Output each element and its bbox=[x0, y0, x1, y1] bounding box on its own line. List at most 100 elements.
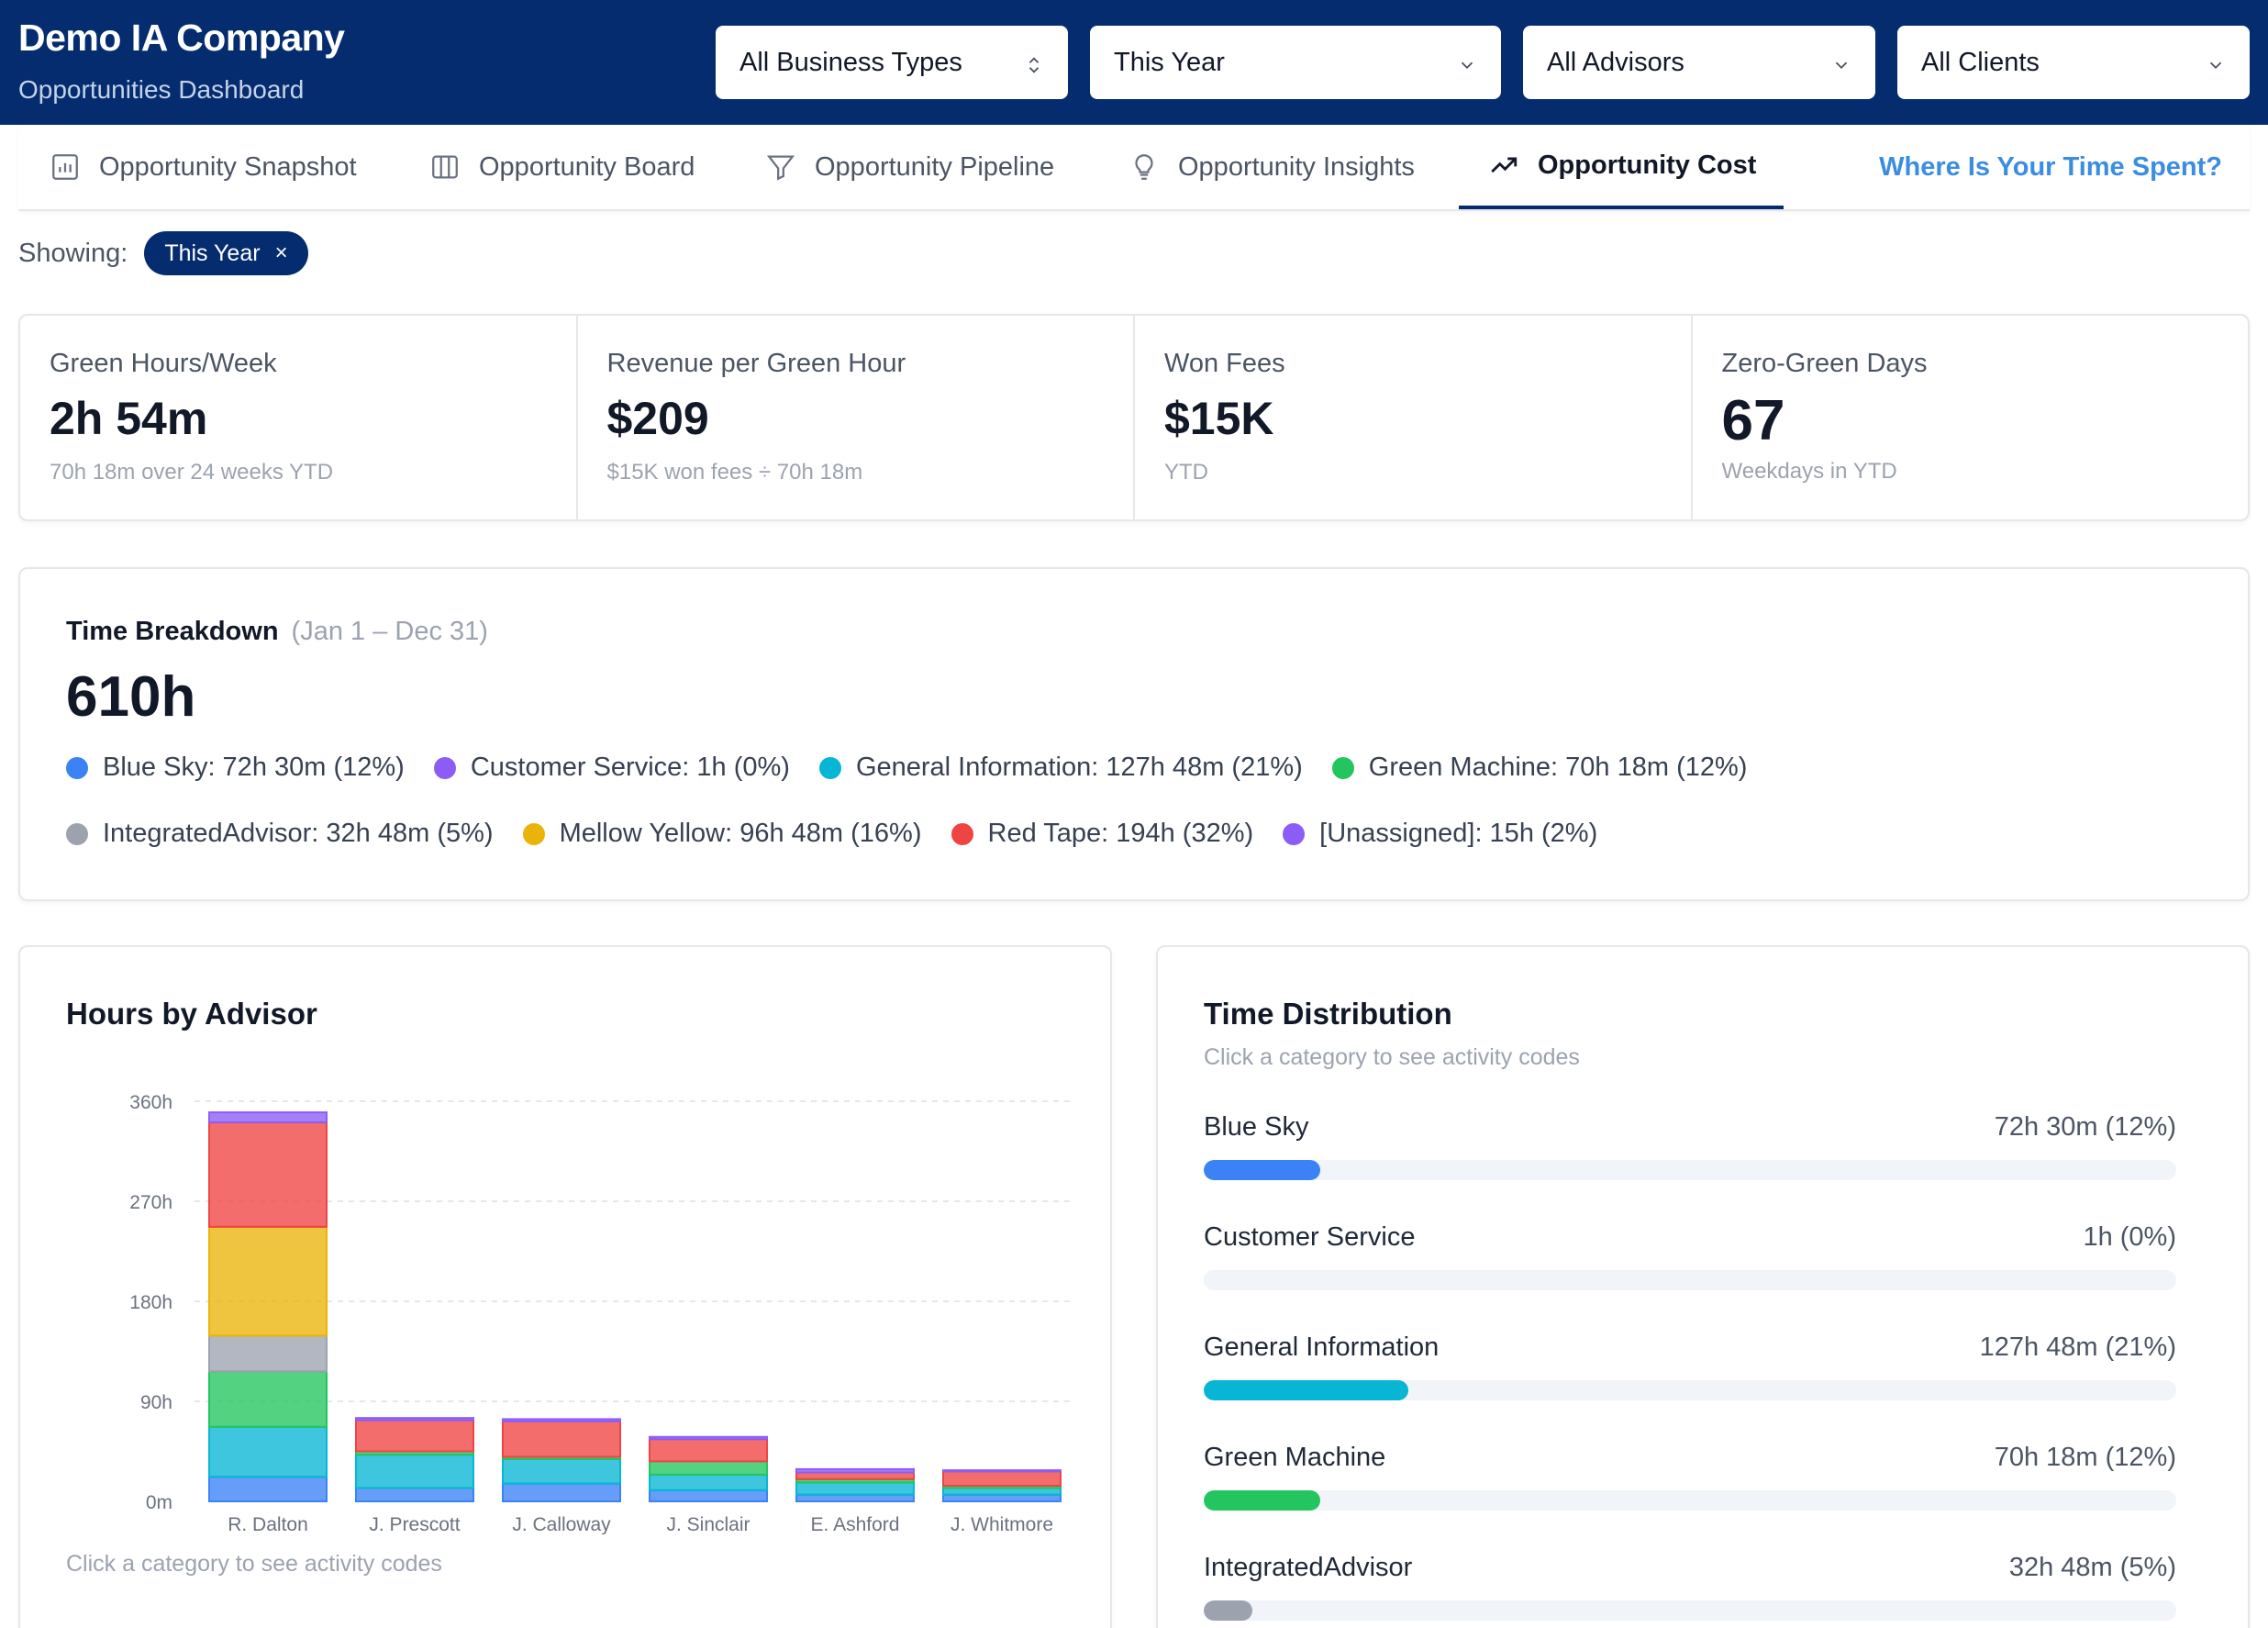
advisor-chart-hint: Click a category to see activity codes bbox=[66, 1551, 442, 1577]
bar-segment[interactable] bbox=[795, 1493, 915, 1503]
kpi-label: Won Fees bbox=[1164, 349, 1285, 378]
time-distribution-hint: Click a category to see activity codes bbox=[1204, 1044, 1580, 1070]
kpi-subtext: Weekdays in YTD bbox=[1721, 459, 1897, 484]
distribution-row[interactable]: Blue Sky 72h 30m (12%) bbox=[1204, 1112, 2176, 1186]
time-distribution-card: Time Distribution Click a category to se… bbox=[1156, 945, 2250, 1628]
bar-segment[interactable] bbox=[208, 1425, 328, 1478]
kpi-strip: Green Hours/Week 2h 54m 70h 18m over 24 … bbox=[18, 314, 2250, 521]
bar-segment[interactable] bbox=[942, 1470, 1062, 1488]
bar-segment[interactable] bbox=[649, 1438, 768, 1463]
bar-segment[interactable] bbox=[942, 1487, 1062, 1496]
chevron-down-icon bbox=[2206, 52, 2226, 72]
bar-segment[interactable] bbox=[502, 1482, 621, 1502]
tab-opportunity-cost[interactable]: Opportunity Cost bbox=[1459, 125, 1784, 209]
legend-dot bbox=[66, 756, 88, 779]
tab-label: Opportunity Insights bbox=[1178, 151, 1415, 182]
filter-chip-this-year[interactable]: This Year × bbox=[144, 231, 308, 275]
close-icon[interactable]: × bbox=[274, 240, 288, 265]
advisor-value: All Advisors bbox=[1547, 47, 1684, 77]
bar-segment[interactable] bbox=[649, 1489, 768, 1502]
chevron-down-icon bbox=[1831, 52, 1851, 72]
bar-segment[interactable] bbox=[649, 1435, 768, 1441]
bar-segment[interactable] bbox=[355, 1487, 474, 1503]
distribution-fill bbox=[1204, 1380, 1408, 1400]
bar-segment[interactable] bbox=[649, 1473, 768, 1491]
bar-segment[interactable] bbox=[208, 1111, 328, 1124]
distribution-label: Blue Sky bbox=[1204, 1112, 1309, 1142]
kpi-value: $15K bbox=[1164, 393, 1274, 444]
client-value: All Clients bbox=[1921, 47, 2040, 77]
legend-label: Blue Sky: 72h 30m (12%) bbox=[103, 753, 405, 782]
distribution-value: 32h 48m (5%) bbox=[2008, 1553, 2176, 1582]
legend-label: Red Tape: 194h (32%) bbox=[987, 819, 1254, 848]
kpi-subtext: YTD bbox=[1164, 460, 1208, 485]
x-tick-label: J. Prescott bbox=[369, 1514, 460, 1534]
legend-item[interactable]: Mellow Yellow: 96h 48m (16%) bbox=[522, 819, 922, 849]
distribution-label: Green Machine bbox=[1204, 1443, 1386, 1472]
advisor-select[interactable]: All Advisors bbox=[1523, 26, 1875, 99]
bar-segment[interactable] bbox=[355, 1417, 474, 1422]
bar-segment[interactable] bbox=[942, 1493, 1062, 1503]
distribution-row[interactable]: General Information 127h 48m (21%) bbox=[1204, 1333, 2176, 1406]
bar-segment[interactable] bbox=[795, 1467, 915, 1474]
bar-segment[interactable] bbox=[942, 1469, 1062, 1473]
tab-opportunity-insights[interactable]: Opportunity Insights bbox=[1128, 125, 1415, 209]
distribution-track bbox=[1204, 1160, 2176, 1180]
bar-segment[interactable] bbox=[355, 1419, 474, 1453]
date-range-value: This Year bbox=[1114, 47, 1225, 77]
dashboard-subtitle: Opportunities Dashboard bbox=[18, 75, 305, 104]
bar-segment[interactable] bbox=[502, 1418, 621, 1422]
distribution-row[interactable]: IntegratedAdvisor 32h 48m (5%) bbox=[1204, 1553, 2176, 1626]
tab-opportunity-pipeline[interactable]: Opportunity Pipeline bbox=[765, 125, 1054, 209]
legend-item[interactable]: Blue Sky: 72h 30m (12%) bbox=[66, 753, 405, 783]
bar-segment[interactable] bbox=[795, 1481, 915, 1496]
updown-chevron-icon bbox=[1024, 52, 1044, 73]
legend-item[interactable]: General Information: 127h 48m (21%) bbox=[818, 753, 1303, 783]
legend-dot bbox=[522, 822, 545, 845]
tab-label: Opportunity Snapshot bbox=[99, 151, 357, 182]
legend-item[interactable]: Red Tape: 194h (32%) bbox=[951, 819, 1254, 849]
total-hours: 610h bbox=[66, 665, 196, 729]
y-tick-label: 180h bbox=[129, 1292, 172, 1313]
bar-segment[interactable] bbox=[502, 1420, 621, 1458]
y-tick-label: 0m bbox=[146, 1492, 172, 1513]
bar-segment[interactable] bbox=[208, 1121, 328, 1228]
legend-item[interactable]: Green Machine: 70h 18m (12%) bbox=[1331, 753, 1747, 783]
hours-by-advisor-chart: 0m 90h 180h 270h 360h R. Dalton J. Prescott J. … bbox=[129, 1092, 1075, 1534]
kpi-label: Revenue per Green Hour bbox=[606, 349, 906, 378]
filter-chip-label: This Year bbox=[164, 240, 261, 266]
kpi-zero-green-days: Zero-Green Days 67 Weekdays in YTD bbox=[1693, 316, 2249, 519]
tab-opportunity-snapshot[interactable]: Opportunity Snapshot bbox=[50, 125, 357, 209]
legend-item[interactable]: IntegratedAdvisor: 32h 48m (5%) bbox=[66, 819, 494, 849]
client-select[interactable]: All Clients bbox=[1897, 26, 2250, 99]
bar-segment[interactable] bbox=[208, 1225, 328, 1337]
bar-segment[interactable] bbox=[795, 1471, 915, 1480]
bar-segment[interactable] bbox=[355, 1454, 474, 1489]
bar-segment[interactable] bbox=[208, 1476, 328, 1503]
kpi-label: Zero-Green Days bbox=[1721, 349, 1928, 378]
legend-item[interactable]: Customer Service: 1h (0%) bbox=[433, 753, 790, 783]
kpi-value: $209 bbox=[606, 393, 709, 444]
where-is-your-time-spent-link[interactable]: Where Is Your Time Spent? bbox=[1879, 151, 2222, 182]
bar-segment[interactable] bbox=[649, 1460, 768, 1476]
date-range-select[interactable]: This Year bbox=[1090, 26, 1501, 99]
active-filters: Showing: This Year × bbox=[18, 231, 308, 275]
distribution-track bbox=[1204, 1270, 2176, 1290]
business-type-select[interactable]: All Business Types bbox=[716, 26, 1068, 99]
distribution-row[interactable]: Customer Service 1h (0%) bbox=[1204, 1222, 2176, 1296]
kpi-won-fees: Won Fees $15K YTD bbox=[1135, 316, 1693, 519]
kpi-revenue-per-green-hour: Revenue per Green Hour $209 $15K won fee… bbox=[578, 316, 1135, 519]
distribution-track bbox=[1204, 1600, 2176, 1621]
kpi-green-hours-week: Green Hours/Week 2h 54m 70h 18m over 24 … bbox=[20, 316, 578, 519]
trending-up-icon bbox=[1488, 150, 1519, 181]
time-breakdown-card: Time Breakdown (Jan 1 – Dec 31) 610h Blue… bbox=[18, 567, 2250, 901]
kpi-subtext: 70h 18m over 24 weeks YTD bbox=[50, 460, 334, 485]
distribution-row[interactable]: Green Machine 70h 18m (12%) bbox=[1204, 1443, 2176, 1516]
bar-segment[interactable] bbox=[502, 1457, 621, 1485]
tab-opportunity-board[interactable]: Opportunity Board bbox=[429, 125, 695, 209]
legend-item[interactable]: [Unassigned]: 15h (2%) bbox=[1283, 819, 1597, 849]
business-type-value: All Business Types bbox=[739, 47, 962, 77]
bar-segment[interactable] bbox=[208, 1334, 328, 1373]
bar-segment[interactable] bbox=[208, 1370, 328, 1428]
tab-bar: Opportunity Snapshot Opportunity Board O… bbox=[18, 125, 2250, 211]
